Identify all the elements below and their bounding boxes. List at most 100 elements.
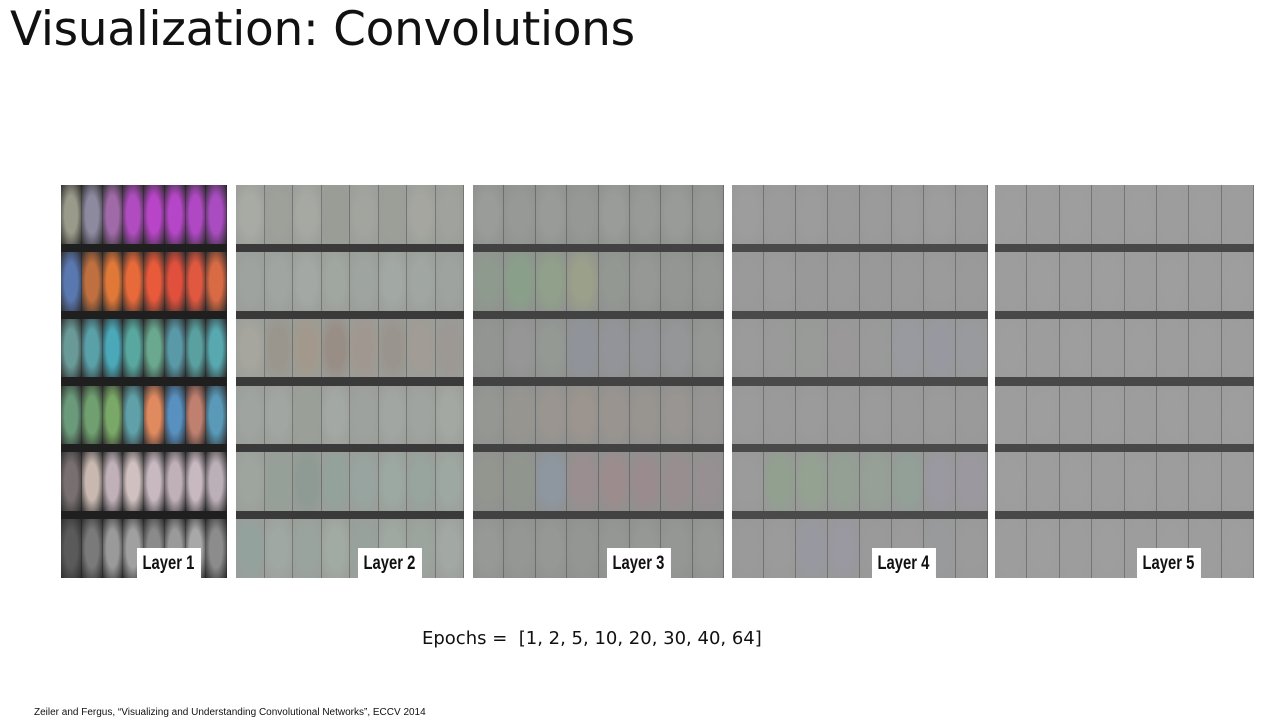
filter-tile	[61, 519, 82, 578]
filter-tile	[764, 519, 796, 578]
filter-tile	[435, 318, 464, 378]
filter-tile	[732, 519, 764, 578]
filter-tile	[206, 251, 227, 311]
layer-4-panel: Layer 4	[732, 185, 988, 578]
filter-tile	[81, 452, 103, 512]
filter-tile	[1124, 318, 1157, 378]
layer-2-panel: Layer 2	[236, 185, 464, 578]
filter-tile	[598, 385, 630, 445]
filter-tile	[692, 251, 724, 311]
filter-tile	[892, 185, 924, 244]
filter-tile	[860, 318, 892, 378]
filter-tile	[123, 185, 144, 244]
filter-tile	[236, 452, 265, 512]
filter-tile	[206, 185, 227, 244]
filter-tile	[535, 385, 568, 445]
layer-3-row	[473, 385, 724, 445]
filter-tile	[1124, 452, 1157, 512]
filter-tile	[732, 251, 764, 311]
layer-2-row	[236, 318, 464, 378]
filter-tile	[321, 185, 350, 244]
layer-4-row	[732, 385, 988, 445]
filter-tile	[164, 452, 186, 512]
layer-5-row	[995, 452, 1254, 512]
filter-tile	[956, 452, 988, 512]
filter-tile	[102, 519, 124, 578]
filter-tile	[1059, 251, 1093, 311]
layer-4-row	[732, 452, 988, 512]
layer-3-row	[473, 185, 724, 244]
filter-tile	[1027, 318, 1060, 378]
filter-tile	[504, 318, 536, 378]
filter-tile	[860, 251, 892, 311]
filter-tile	[435, 519, 464, 578]
filter-tile	[567, 452, 599, 512]
filter-tile	[473, 385, 505, 445]
filter-tile	[321, 318, 350, 378]
filter-tile	[350, 185, 379, 244]
filter-tile	[350, 251, 379, 311]
filter-tile	[1027, 385, 1060, 445]
filter-tile	[796, 185, 828, 244]
filter-tile	[629, 251, 662, 311]
filter-tile	[81, 251, 103, 311]
filter-tile	[661, 251, 693, 311]
filter-tile	[504, 385, 536, 445]
filter-tile	[435, 385, 464, 445]
filter-tile	[924, 318, 956, 378]
filter-tile	[350, 385, 379, 445]
filter-tile	[378, 185, 407, 244]
filter-tile	[1092, 251, 1125, 311]
filter-tile	[567, 251, 599, 311]
filter-tile	[293, 385, 322, 445]
layer-4-row	[732, 318, 988, 378]
filter-tile	[435, 452, 464, 512]
filter-tile	[828, 452, 860, 512]
layer-3-row	[473, 519, 724, 578]
filter-tile	[102, 385, 124, 445]
filter-tile	[661, 385, 693, 445]
filter-tile	[598, 318, 630, 378]
slide-title: Visualization: Convolutions	[10, 2, 635, 57]
filter-tile	[598, 452, 630, 512]
layer-1-row	[61, 251, 227, 311]
layer-4-row	[732, 185, 988, 244]
filter-tile	[661, 185, 693, 244]
filter-tile	[956, 519, 988, 578]
filter-tile	[1156, 318, 1190, 378]
layer-3-row	[473, 318, 724, 378]
filter-tile	[1189, 318, 1222, 378]
filter-tile	[995, 185, 1028, 244]
filter-tile	[629, 185, 662, 244]
filter-tile	[956, 318, 988, 378]
filter-tile	[796, 385, 828, 445]
filter-tile	[1027, 185, 1060, 244]
filter-tile	[1221, 519, 1254, 578]
filter-tile	[206, 318, 227, 378]
filter-tile	[185, 385, 207, 445]
filter-tile	[1221, 452, 1254, 512]
filter-tile	[796, 452, 828, 512]
filter-tile	[860, 185, 892, 244]
filter-tile	[1027, 452, 1060, 512]
filter-tile	[144, 452, 165, 512]
layer-3-row	[473, 251, 724, 311]
filter-tile	[185, 452, 207, 512]
filter-tile	[956, 385, 988, 445]
filter-tile	[102, 452, 124, 512]
filter-tile	[264, 185, 293, 244]
filter-tile	[629, 452, 662, 512]
filter-tile	[535, 185, 568, 244]
filter-tile	[1221, 385, 1254, 445]
filter-tile	[164, 385, 186, 445]
layer-2-row	[236, 185, 464, 244]
filter-tile	[1156, 251, 1190, 311]
filter-tile	[81, 519, 103, 578]
filter-tile	[164, 251, 186, 311]
filter-tile	[164, 318, 186, 378]
filter-tile	[1124, 251, 1157, 311]
filter-tile	[1189, 185, 1222, 244]
filter-tile	[764, 318, 796, 378]
filter-tile	[956, 185, 988, 244]
filter-tile	[61, 385, 82, 445]
